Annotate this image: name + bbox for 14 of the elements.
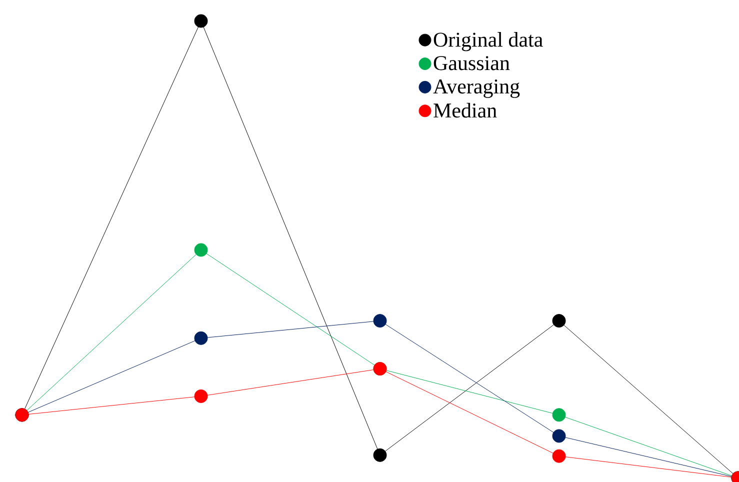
point (552, 429, 566, 443)
point (194, 389, 208, 403)
point (373, 448, 387, 462)
point (373, 314, 387, 328)
legend-label: Median (434, 102, 497, 118)
point (194, 331, 208, 345)
legend-label: Original data (434, 32, 543, 52)
point (552, 449, 566, 463)
point (194, 14, 208, 28)
point (194, 243, 208, 257)
legend-label: Gaussian (434, 56, 510, 70)
point (552, 408, 566, 422)
point (552, 314, 566, 328)
legend-label: Averaging (433, 79, 520, 98)
